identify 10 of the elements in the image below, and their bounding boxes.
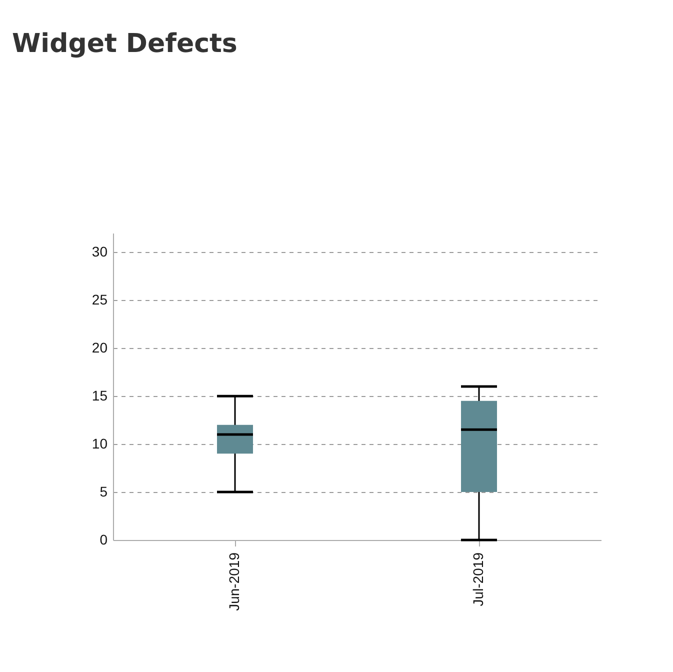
chart-title: Widget Defects	[12, 29, 238, 59]
x-tick-label: Jul-2019	[470, 552, 486, 606]
x-tick-label: Jun-2019	[226, 552, 242, 611]
y-tick-label: 15	[92, 388, 108, 404]
y-tick-label: 0	[100, 532, 108, 548]
y-tick-label: 20	[92, 340, 108, 356]
y-tick-label: 10	[92, 436, 108, 452]
y-tick-label: 5	[100, 484, 108, 500]
y-tick-label: 30	[92, 244, 108, 260]
y-tick-label: 25	[92, 292, 108, 308]
